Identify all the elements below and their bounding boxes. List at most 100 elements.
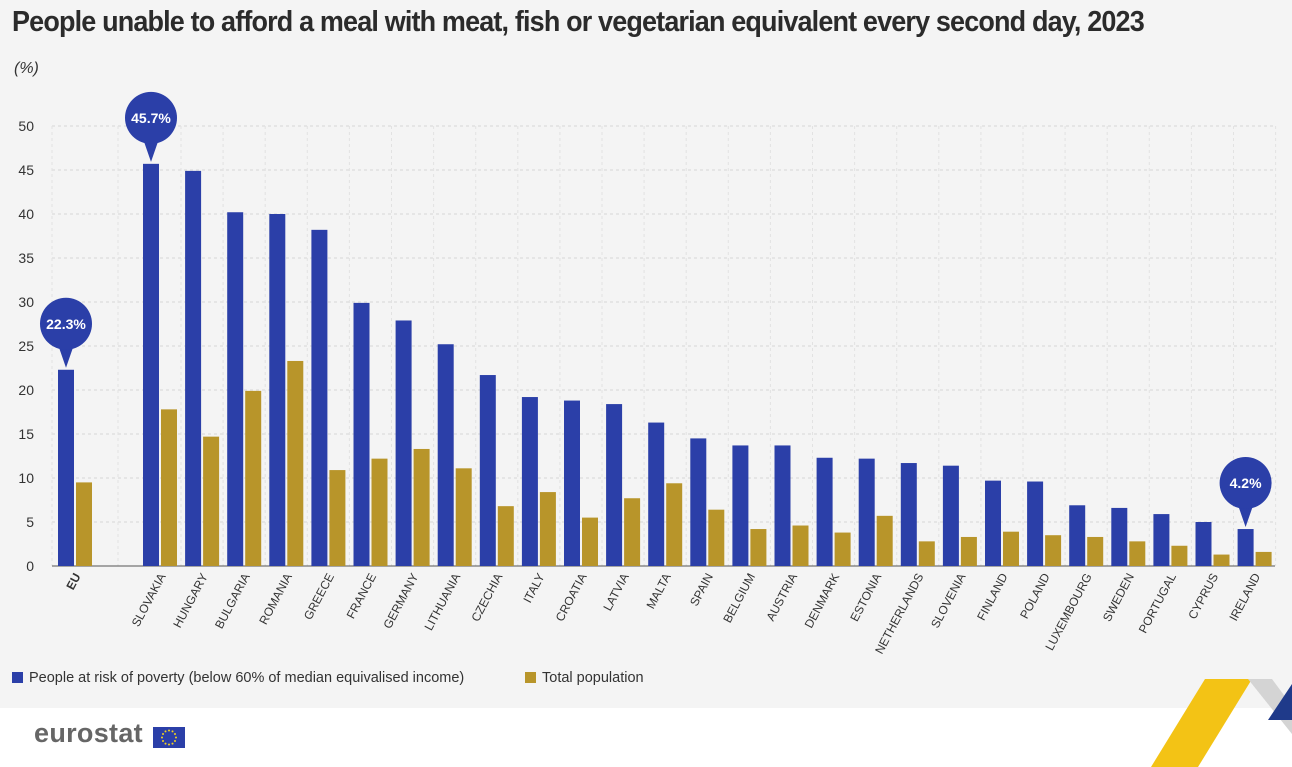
callout-label-ireland: 4.2% [1230, 475, 1262, 491]
bar-poverty-latvia [606, 404, 623, 566]
x-label-sweden: SWEDEN [1100, 571, 1137, 624]
bars [58, 163, 1272, 567]
bar-poverty-malta [648, 422, 665, 566]
bar-poverty-estonia [858, 458, 875, 566]
bar-total-portugal [1171, 545, 1188, 566]
bar-total-luxembourg [1087, 536, 1104, 566]
legend-label-total: Total population [542, 670, 644, 686]
bar-poverty-germany [395, 320, 412, 566]
bar-poverty-hungary [185, 170, 202, 566]
footer [0, 708, 1292, 767]
x-label-denmark: DENMARK [802, 571, 843, 631]
x-label-france: FRANCE [344, 571, 380, 621]
bar-total-hungary [203, 436, 220, 566]
x-label-eu: EU [63, 571, 83, 592]
bar-poverty-greece [311, 229, 328, 566]
bar-poverty-belgium [732, 445, 749, 566]
x-label-slovakia: SLOVAKIA [129, 571, 169, 629]
bar-total-netherlands [918, 541, 935, 566]
bar-total-slovenia [960, 536, 977, 566]
bar-poverty-denmark [816, 457, 833, 566]
bar-poverty-lithuania [437, 344, 454, 566]
bar-total-germany [413, 448, 430, 566]
eu-flag-icon [153, 727, 185, 748]
bar-poverty-poland [1027, 481, 1044, 566]
bar-poverty-finland [985, 480, 1001, 566]
bar-total-latvia [624, 498, 641, 566]
chart-panel [0, 0, 1292, 708]
x-label-austria: AUSTRIA [763, 571, 800, 623]
legend-label-poverty: People at risk of poverty (below 60% of … [29, 670, 465, 686]
bar-total-spain [708, 509, 725, 566]
chart-title: People unable to afford a meal with meat… [12, 6, 1145, 38]
bar-poverty-netherlands [900, 463, 917, 566]
bar-total-lithuania [455, 468, 472, 566]
bar-total-denmark [834, 532, 851, 566]
bar-poverty-slovenia [942, 465, 959, 566]
x-label-poland: POLAND [1017, 571, 1053, 621]
bar-total-ireland [1255, 551, 1272, 566]
y-tick-label: 40 [18, 206, 34, 222]
bar-poverty-cyprus [1195, 522, 1212, 566]
y-tick-label: 50 [18, 118, 34, 134]
y-tick-label: 0 [26, 558, 34, 574]
x-label-portugal: PORTUGAL [1136, 571, 1179, 636]
bar-total-poland [1045, 535, 1062, 566]
y-tick-label: 30 [18, 294, 34, 310]
legend-item-poverty: People at risk of poverty (below 60% of … [12, 670, 464, 686]
x-axis-labels: EU SLOVAKIA HUNGARY BULGARIA ROMANIA GREECE FR… [63, 571, 1263, 657]
bar-poverty-italy [521, 397, 538, 566]
bar-total-sweden [1129, 541, 1146, 566]
y-tick-label: 5 [26, 514, 34, 530]
bar-poverty-luxembourg [1069, 505, 1086, 566]
bar-poverty-slovakia [143, 163, 159, 566]
bar-poverty-czechia [479, 375, 496, 566]
bar-total-bulgaria [245, 390, 262, 566]
bar-total-italy [539, 492, 556, 566]
bar-total-estonia [876, 515, 893, 566]
callouts: 22.3% 45.7% 4.2% [40, 91, 1272, 528]
x-label-czechia: CZECHIA [468, 571, 505, 624]
bar-total-romania [287, 360, 304, 566]
callout-bubble [40, 297, 92, 350]
callout-bubble [125, 91, 177, 144]
x-label-greece: GREECE [301, 571, 337, 622]
bar-total-austria [792, 525, 809, 566]
x-label-lithuania: LITHUANIA [422, 571, 464, 633]
bar-total-finland [1003, 531, 1019, 566]
legend-item-total: Total population [525, 670, 644, 686]
bar-poverty-spain [690, 438, 707, 566]
bar-total-eu [76, 482, 92, 566]
y-tick-label: 15 [18, 426, 34, 442]
bar-total-greece [329, 470, 346, 566]
bar-poverty-croatia [564, 400, 580, 566]
x-label-finland: FINLAND [974, 571, 1011, 623]
x-label-estonia: ESTONIA [847, 571, 884, 624]
legend-swatch-total [525, 672, 536, 683]
y-tick-label: 25 [18, 338, 34, 354]
y-axis-unit: (%) [14, 60, 39, 77]
x-label-italy: ITALY [520, 571, 547, 605]
x-label-romania: ROMANIA [256, 571, 295, 627]
bar-total-belgium [750, 529, 767, 566]
y-tick-label: 20 [18, 382, 34, 398]
bar-total-croatia [582, 517, 598, 566]
callout-label-eu: 22.3% [46, 316, 86, 332]
bar-poverty-eu [58, 369, 74, 566]
bar-poverty-portugal [1153, 514, 1170, 566]
x-label-belgium: BELGIUM [720, 571, 758, 625]
bar-poverty-france [353, 302, 370, 566]
bar-poverty-austria [774, 445, 791, 566]
grid-lines [51, 125, 1277, 567]
x-label-ireland: IRELAND [1226, 571, 1263, 624]
bar-total-france [371, 458, 388, 566]
x-label-hungary: HUNGARY [170, 571, 210, 630]
bar-poverty-romania [269, 214, 286, 566]
x-label-germany: GERMANY [380, 571, 421, 631]
y-tick-label: 45 [18, 162, 34, 178]
bar-poverty-ireland [1237, 529, 1254, 566]
bar-poverty-sweden [1111, 507, 1128, 566]
legend-swatch-poverty [12, 672, 23, 683]
x-label-malta: MALTA [644, 571, 674, 611]
y-tick-label: 35 [18, 250, 34, 266]
